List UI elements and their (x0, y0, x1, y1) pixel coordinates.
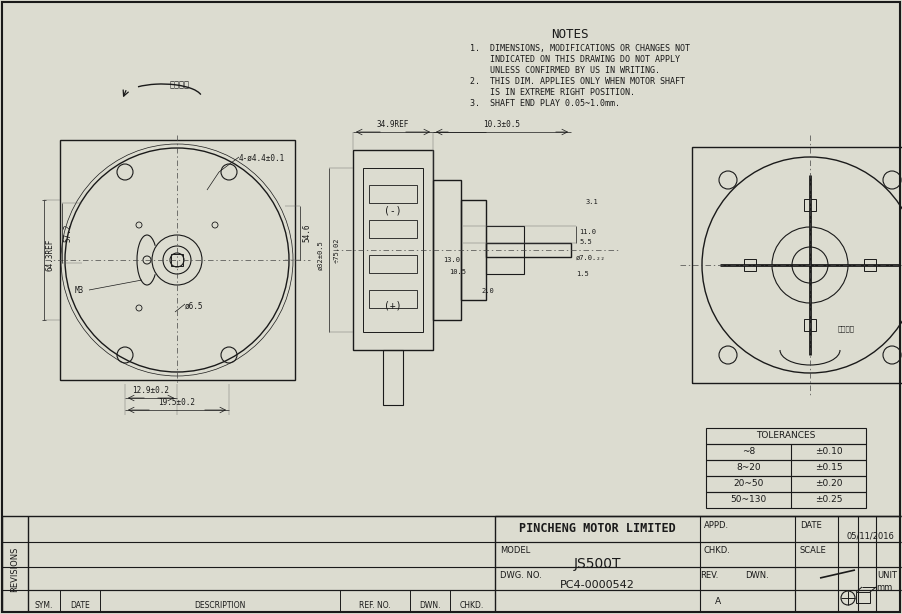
Bar (369, 290, 417, 308)
Text: 11.0: 11.0 (578, 229, 595, 235)
Text: UNLESS CONFIRMED BY US IN WRITING.: UNLESS CONFIRMED BY US IN WRITING. (469, 66, 659, 75)
Text: PC4-0000542: PC4-0000542 (559, 580, 634, 590)
Bar (433, 180, 461, 320)
Text: mm: mm (875, 583, 891, 592)
Text: 1.  DIMENSIONS, MODIFICATIONS OR CHANGES NOT: 1. DIMENSIONS, MODIFICATIONS OR CHANGES … (469, 44, 689, 53)
Text: 工厂标志: 工厂标志 (837, 325, 854, 332)
Text: TOLERANCES: TOLERANCES (756, 432, 815, 440)
Text: NOTES: NOTES (550, 28, 588, 41)
Text: ø6.5: ø6.5 (185, 302, 203, 311)
Bar (803, 199, 815, 211)
Bar (382, 350, 402, 405)
Text: 旋转方向: 旋转方向 (170, 80, 189, 89)
Text: MODEL: MODEL (500, 546, 529, 555)
Text: ø32±0.5: ø32±0.5 (318, 240, 324, 270)
Bar (353, 150, 433, 350)
Text: UNIT: UNIT (876, 571, 896, 580)
Bar (705, 428, 865, 444)
Bar (461, 200, 485, 300)
Text: M3: M3 (75, 286, 84, 295)
Text: DWN.: DWN. (419, 601, 440, 610)
Text: DWG. NO.: DWG. NO. (500, 571, 541, 580)
Text: 3.  SHAFT END PLAY 0.05~1.0mm.: 3. SHAFT END PLAY 0.05~1.0mm. (469, 99, 620, 108)
Text: SYM.: SYM. (35, 601, 53, 610)
Text: A: A (714, 597, 721, 607)
Text: ±0.10: ±0.10 (814, 448, 842, 456)
Text: ±0.20: ±0.20 (814, 480, 842, 489)
Text: 64.3REF: 64.3REF (45, 239, 54, 271)
Text: 12.9±0.2: 12.9±0.2 (133, 386, 170, 395)
Bar (803, 319, 815, 331)
Text: 2.  THIS DIM. APPLIES ONLY WHEN MOTOR SHAFT: 2. THIS DIM. APPLIES ONLY WHEN MOTOR SHA… (469, 77, 685, 86)
Text: IS IN EXTREME RIGHT POSITION.: IS IN EXTREME RIGHT POSITION. (469, 88, 634, 97)
Bar (60, 140, 295, 380)
Bar (369, 185, 417, 203)
Text: ÷75.02: ÷75.02 (334, 237, 340, 263)
Bar (855, 592, 869, 603)
Bar (363, 168, 422, 332)
Text: DATE: DATE (70, 601, 90, 610)
Text: SCALE: SCALE (799, 546, 826, 555)
Text: 19.5±0.2: 19.5±0.2 (159, 398, 196, 407)
Text: INDICATED ON THIS DRAWING DO NOT APPLY: INDICATED ON THIS DRAWING DO NOT APPLY (469, 55, 679, 64)
Bar (369, 220, 417, 238)
Text: JS500T: JS500T (573, 557, 620, 571)
Bar (705, 444, 865, 460)
Bar (705, 476, 865, 492)
Bar (705, 492, 865, 508)
Text: DESCRIPTION: DESCRIPTION (194, 601, 245, 610)
Text: ø7.0.₂₂: ø7.0.₂₂ (575, 255, 605, 261)
Text: 1.5: 1.5 (575, 271, 588, 277)
Bar (369, 255, 417, 273)
Text: 5.5: 5.5 (578, 239, 591, 245)
Text: CHKD.: CHKD. (704, 546, 730, 555)
Text: 4-ø4.4±0.1: 4-ø4.4±0.1 (239, 154, 285, 163)
Text: DATE: DATE (799, 521, 821, 530)
Text: 2.0: 2.0 (481, 288, 493, 294)
Text: 05/11/2016: 05/11/2016 (845, 532, 893, 540)
Text: ~8: ~8 (741, 448, 754, 456)
Text: 34.9REF: 34.9REF (376, 120, 409, 129)
Text: ±0.25: ±0.25 (814, 495, 842, 505)
Text: 13.0: 13.0 (443, 257, 459, 263)
Bar (743, 259, 755, 271)
Bar (485, 226, 523, 274)
Text: 20~50: 20~50 (732, 480, 763, 489)
Text: (+): (+) (383, 300, 401, 310)
Text: APPD.: APPD. (704, 521, 728, 530)
Text: CHKD.: CHKD. (459, 601, 483, 610)
Text: 54.6: 54.6 (302, 223, 311, 243)
Bar (691, 147, 902, 383)
Text: 3.1: 3.1 (585, 199, 598, 205)
Text: REF. NO.: REF. NO. (359, 601, 391, 610)
Bar (705, 460, 865, 476)
Text: (-): (-) (383, 205, 401, 215)
Text: ±0.15: ±0.15 (814, 464, 842, 473)
Text: DWN.: DWN. (744, 571, 768, 580)
Bar (485, 243, 570, 257)
Text: 8~20: 8~20 (735, 464, 760, 473)
Text: 50~130: 50~130 (730, 495, 766, 505)
Text: 57.2: 57.2 (63, 223, 72, 243)
Text: 10.3±0.5: 10.3±0.5 (483, 120, 520, 129)
Text: PINCHENG MOTOR LIMITED: PINCHENG MOTOR LIMITED (518, 523, 675, 535)
Bar (170, 254, 183, 266)
Text: 10.5: 10.5 (448, 269, 465, 275)
Text: REV.: REV. (699, 571, 718, 580)
Bar (863, 259, 875, 271)
Text: REVISIONS: REVISIONS (11, 546, 20, 592)
